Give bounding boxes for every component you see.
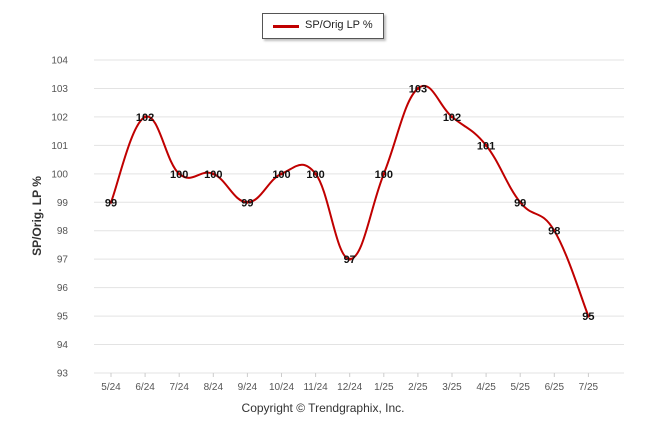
data-label: 102 [443,112,461,124]
legend-swatch [273,25,299,28]
x-tick-label: 7/24 [169,382,189,393]
data-point[interactable] [518,200,522,204]
data-point[interactable] [177,172,181,176]
data-point[interactable] [552,229,556,233]
data-label: 99 [514,197,526,209]
x-tick-label: 2/25 [408,382,428,393]
data-label: 95 [582,311,594,323]
x-tick-label: 4/25 [476,382,496,393]
x-tick-label: 6/24 [135,382,155,393]
data-label: 103 [409,83,427,95]
x-tick-label: 8/24 [204,382,224,393]
x-tick-label: 3/25 [442,382,462,393]
data-label: 99 [105,197,117,209]
data-label: 100 [204,169,222,181]
x-axis-ticks: 5/24 6/24 7/24 8/24 9/24 10/24 11/24 12/24 1/25 2… [101,373,599,393]
data-labels: 99 102 100 100 99 100 100 97 100 103 102 101 99 98 95 [105,83,595,323]
data-label: 100 [272,169,290,181]
data-label: 100 [375,169,393,181]
y-tick-label: 102 [51,112,68,123]
y-tick-label: 104 [51,56,68,67]
data-label: 98 [548,226,560,238]
x-tick-label: 7/25 [579,382,599,393]
data-point[interactable] [280,172,283,176]
x-tick-label: 1/25 [374,382,394,393]
legend-label: SP/Orig LP % [305,19,373,31]
y-tick-label: 97 [57,255,69,266]
data-point[interactable] [245,200,249,204]
legend[interactable]: SP/Orig LP % [262,13,384,39]
y-tick-label: 99 [57,198,69,209]
data-label: 100 [306,169,324,181]
data-label: 97 [344,254,356,266]
data-point[interactable] [348,257,352,261]
y-axis-title: SP/Orig. LP % [30,176,44,256]
data-label: 101 [477,140,495,152]
y-tick-label: 93 [57,369,69,380]
data-point[interactable] [109,200,113,204]
y-tick-label: 100 [51,169,68,180]
x-tick-label: 10/24 [269,382,294,393]
x-tick-label: 5/24 [101,382,121,393]
data-point[interactable] [416,86,420,90]
x-tick-label: 6/25 [545,382,565,393]
y-tick-label: 95 [57,312,69,323]
y-tick-label: 96 [57,283,69,294]
y-tick-label: 103 [51,84,68,95]
y-axis-ticks: 93 94 95 96 97 98 99 100 101 102 103 104 [51,56,68,380]
x-tick-label: 9/24 [238,382,258,393]
x-tick-label: 12/24 [337,382,362,393]
y-tick-label: 98 [57,226,69,237]
y-tick-label: 94 [57,340,69,351]
series-line-layer [109,85,590,318]
data-point[interactable] [314,172,318,176]
data-label: 100 [170,169,188,181]
x-tick-label: 11/24 [303,382,328,393]
data-point[interactable] [211,172,215,176]
data-point[interactable] [586,314,590,318]
y-tick-label: 101 [51,141,68,152]
copyright-footer: Copyright © Trendgraphix, Inc. [241,401,405,415]
x-tick-label: 5/25 [510,382,530,393]
data-point[interactable] [484,143,488,147]
data-point[interactable] [382,172,386,176]
data-point[interactable] [143,115,147,119]
grid-lines [94,59,624,374]
data-point[interactable] [450,115,454,119]
data-label: 102 [136,112,154,124]
data-label: 99 [241,197,253,209]
